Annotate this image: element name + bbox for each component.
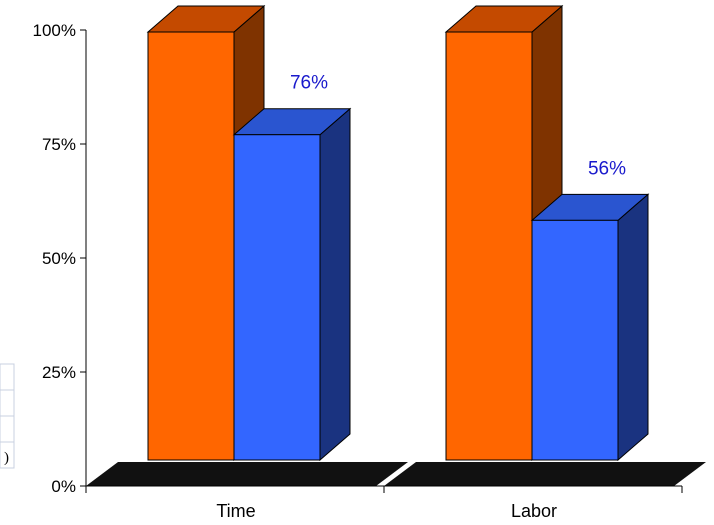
bar-front xyxy=(147,31,235,461)
bar-side xyxy=(617,193,649,462)
y-tick-label: 50% xyxy=(42,249,76,268)
y-tick-label: 0% xyxy=(51,477,76,496)
occluded-table-text: ) xyxy=(4,450,9,466)
chart-floor xyxy=(86,462,408,486)
bar-labor-series-2 xyxy=(530,193,650,462)
x-category-label: Time xyxy=(216,501,255,521)
bar-front xyxy=(445,31,533,461)
data-label: 56% xyxy=(588,158,626,179)
y-tick-label: 25% xyxy=(42,363,76,382)
bar-side xyxy=(319,107,351,462)
bar-time-series-2 xyxy=(232,107,352,462)
y-tick-label: 75% xyxy=(42,135,76,154)
bar-front xyxy=(531,219,619,461)
chart-floor xyxy=(384,462,706,486)
y-tick-label: 100% xyxy=(33,21,76,40)
bar-front xyxy=(233,134,321,461)
occluded-table-fragment: ) xyxy=(0,363,15,469)
x-category-label: Labor xyxy=(511,501,557,521)
data-label: 76% xyxy=(290,73,328,94)
